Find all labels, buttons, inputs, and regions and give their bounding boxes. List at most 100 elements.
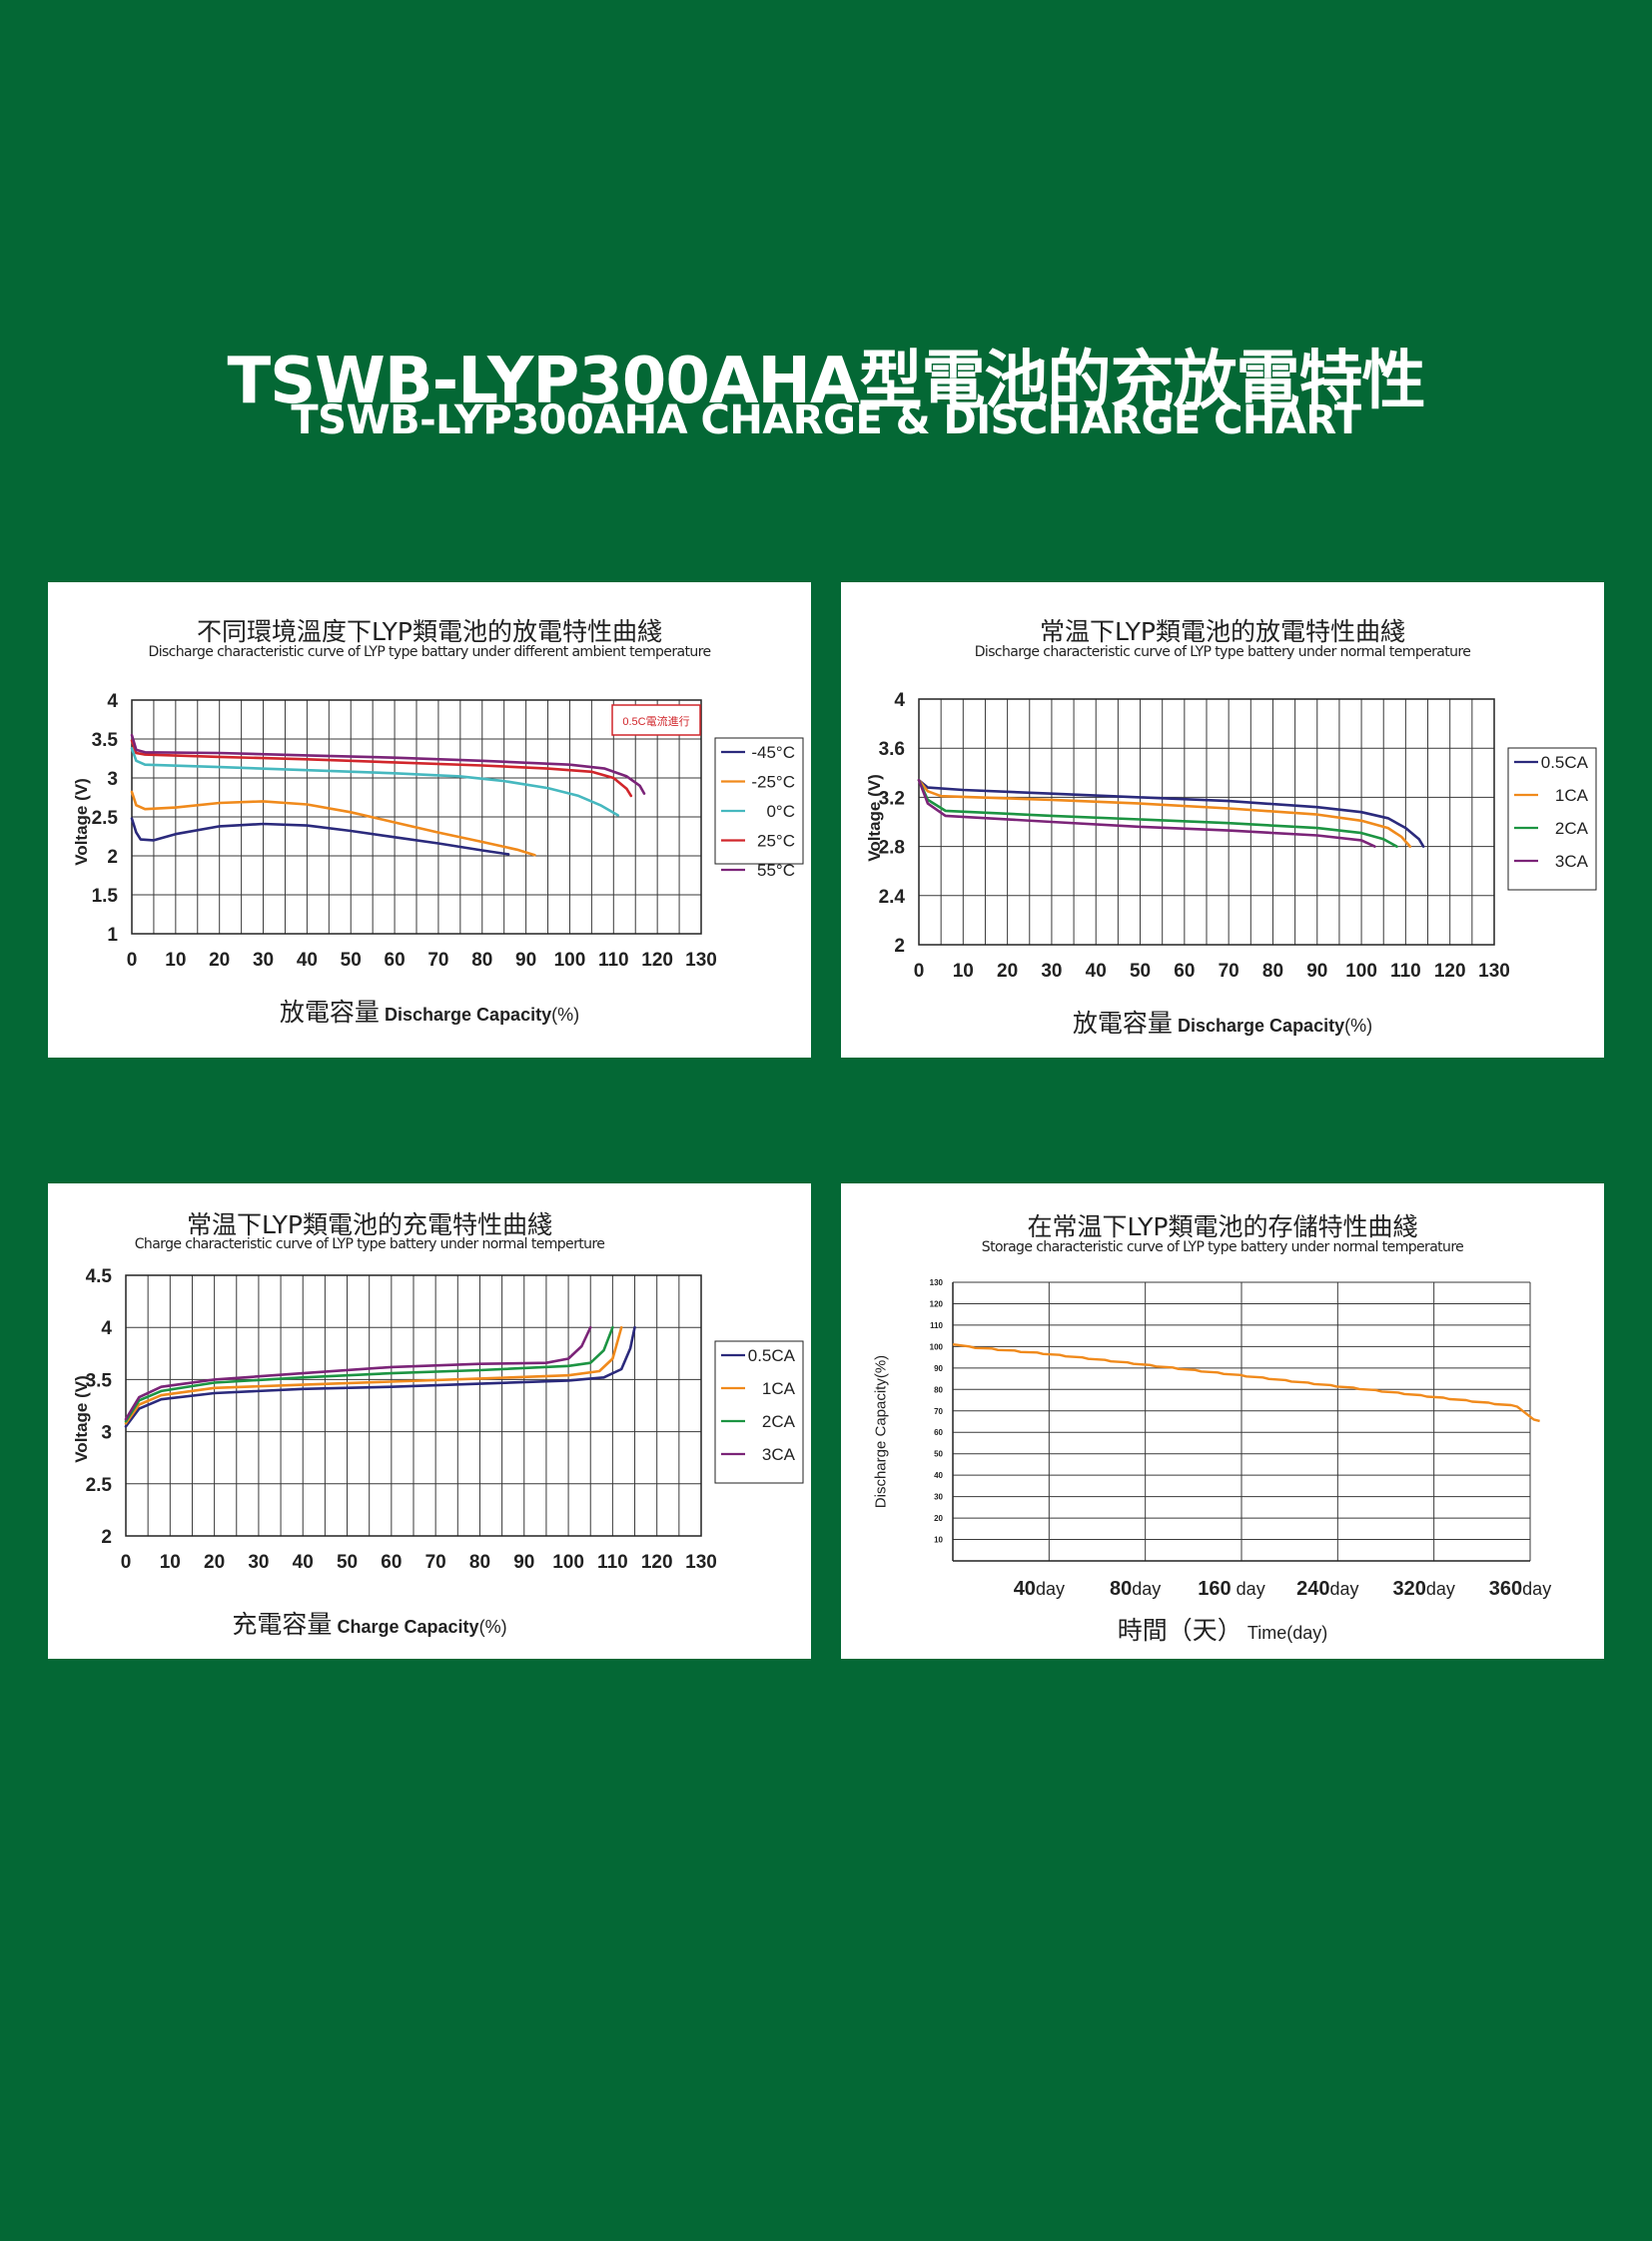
series-line-3: [124, 1325, 592, 1421]
x-tick-label: 50: [341, 950, 362, 971]
legend-label: 25°C: [757, 832, 795, 851]
x-tick-label: 50: [337, 1552, 358, 1573]
y-tick-label: 2.5: [92, 808, 119, 829]
x-axis-label-unit: (%): [1344, 1016, 1373, 1036]
chart-title: 常温下LYP類電池的放電特性曲綫: [1040, 617, 1405, 646]
chart-title: 常温下LYP類電池的充電特性曲綫: [187, 1210, 552, 1239]
x-tick-label: 100: [1345, 961, 1377, 982]
chart-panel-charge: 常温下LYP類電池的充電特性曲綫 Charge characteristic c…: [48, 1183, 811, 1659]
x-tick-label: 130: [685, 1552, 717, 1573]
x-tick-label: 80: [469, 1552, 490, 1573]
y-tick-label: 4: [894, 690, 905, 711]
series-line-1: [130, 790, 536, 857]
x-tick-label: 60: [1174, 961, 1195, 982]
legend-label: 0.5CA: [748, 1346, 796, 1365]
y-tick-label: 2: [101, 1527, 112, 1548]
chart-title: 在常温下LYP類電池的存儲特性曲綫: [1027, 1212, 1418, 1241]
series-line-0: [124, 1325, 636, 1428]
x-tick-label: 80: [1262, 961, 1283, 982]
x-tick-label: 20: [204, 1552, 225, 1573]
x-axis-label-cn: 放電容量: [1072, 1009, 1173, 1038]
legend-label: -25°C: [751, 773, 795, 792]
y-tick-label: 3.5: [92, 730, 119, 751]
x-tick-label: 130: [685, 950, 717, 971]
x-tick-label: 90: [513, 1552, 534, 1573]
series-line-0: [130, 817, 510, 856]
y-tick-label: 130: [930, 1278, 944, 1287]
x-tick-label: 20: [209, 950, 230, 971]
y-tick-label: 4: [101, 1318, 112, 1339]
chart-svg: 2 2.5 3 3.5 4 4.5 0 10 20 30 40 50 60 70 80 90 100 110 120…: [86, 1266, 804, 1573]
chart-svg: 11.522.533.540 10 20 30 40 50 60 70 80 90 100 110 12…: [92, 691, 804, 971]
series-line-1: [124, 1325, 623, 1425]
x-tick-label: 120: [641, 950, 673, 971]
x-tick-label: 100: [554, 950, 586, 971]
y-tick-label: 2: [894, 936, 905, 957]
legend-label: 55°C: [757, 861, 795, 880]
x-tick-label: 0: [914, 961, 925, 982]
x-tick-label: 240day: [1296, 1578, 1358, 1600]
chart-panel-temperature-discharge: 不同環境溫度下LYP類電池的放電特性曲綫 Discharge character…: [48, 582, 811, 1058]
series-line-2: [124, 1325, 614, 1423]
x-tick-label: 40day: [1014, 1578, 1065, 1600]
legend-label: 2CA: [1555, 819, 1589, 838]
legend-label: 0°C: [766, 802, 795, 821]
legend-box: [714, 737, 804, 865]
series-line-4: [130, 733, 646, 795]
y-tick-label: 2: [107, 847, 118, 868]
legend-box: [714, 1340, 804, 1484]
legend-label: 0.5CA: [1541, 753, 1589, 772]
y-tick-label: 80: [934, 1385, 943, 1394]
x-axis-label: 時間（天） Time(day): [841, 1611, 1604, 1647]
legend-label: -45°C: [751, 743, 795, 762]
chart-svg: 22.42.83.23.640 10 20 30 40 50 60 70 80 90 100 110 1…: [879, 690, 1597, 982]
x-tick-label: 50: [1130, 961, 1151, 982]
legend-box: [1507, 747, 1597, 891]
x-tick-label: 10: [160, 1552, 181, 1573]
x-tick-label: 30: [1041, 961, 1062, 982]
series-line-3: [917, 778, 1376, 848]
x-tick-label: 60: [385, 950, 406, 971]
y-tick-label: 3: [107, 769, 118, 790]
x-tick-label: 110: [597, 1552, 628, 1573]
y-tick-label: 3.2: [879, 788, 905, 809]
x-tick-label: 0: [121, 1552, 132, 1573]
chart-subtitle: Charge characteristic curve of LYP type …: [134, 1236, 605, 1252]
page-subtitle: TSWB-LYP300AHA CHARGE & DISCHARGE CHART: [291, 397, 1361, 443]
x-tick-label: 30: [253, 950, 274, 971]
x-axis-label: 充電容量 Charge Capacity(%): [0, 1605, 751, 1641]
page-title: TSWB-LYP300AHA型電池的充放電特性: [227, 345, 1426, 418]
y-tick-label: 20: [934, 1514, 943, 1523]
x-axis-label-en: Charge Capacity: [337, 1617, 479, 1637]
x-tick-label: 80: [471, 950, 492, 971]
y-tick-label: 100: [930, 1342, 944, 1351]
y-tick-label: 2.4: [879, 887, 906, 908]
y-tick-label: 70: [934, 1407, 943, 1416]
y-tick-label: 40: [934, 1471, 943, 1480]
x-tick-label: 10: [165, 950, 186, 971]
chart-subtitle: Discharge characteristic curve of LYP ty…: [148, 644, 712, 660]
chart-title: 不同環境溫度下LYP類電池的放電特性曲綫: [197, 617, 662, 646]
x-tick-label: 0: [127, 950, 138, 971]
x-tick-label: 70: [427, 950, 448, 971]
y-tick-label: 3.5: [86, 1370, 113, 1391]
y-tick-label: 120: [930, 1299, 944, 1308]
x-axis-label-cn: 放電容量: [279, 998, 380, 1027]
x-tick-label: 70: [425, 1552, 446, 1573]
y-tick-label: 1: [107, 925, 118, 946]
x-tick-label: 360day: [1489, 1578, 1551, 1600]
legend-label: 3CA: [1555, 852, 1589, 871]
x-tick-label: 120: [1434, 961, 1466, 982]
series-line-3: [130, 739, 633, 798]
x-tick-label: 100: [552, 1552, 584, 1573]
chart-panel-storage: 在常温下LYP類電池的存儲特性曲綫 Storage characteristic…: [841, 1183, 1604, 1659]
x-tick-label: 160 day: [1198, 1578, 1264, 1600]
x-tick-label: 40: [293, 1552, 314, 1573]
x-tick-label: 90: [515, 950, 536, 971]
chart-subtitle: Storage characteristic curve of LYP type…: [981, 1239, 1464, 1255]
x-tick-label: 40: [297, 950, 318, 971]
legend-label: 1CA: [1555, 786, 1589, 805]
x-tick-label: 70: [1219, 961, 1239, 982]
y-tick-label: 110: [930, 1321, 943, 1330]
x-axis-label-en: Discharge Capacity: [385, 1005, 552, 1025]
